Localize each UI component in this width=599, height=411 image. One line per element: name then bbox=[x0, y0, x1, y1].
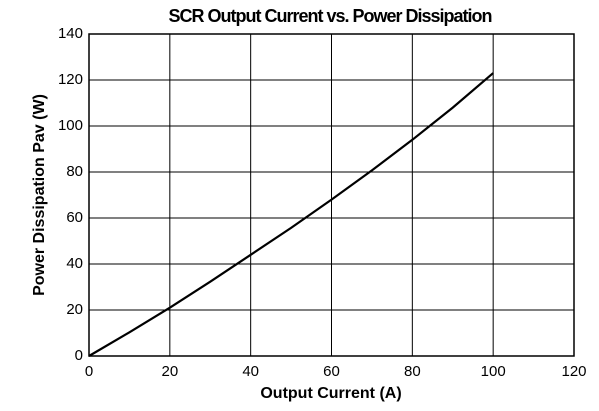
x-tick-label: 60 bbox=[323, 363, 340, 380]
x-tick-label: 100 bbox=[481, 363, 506, 380]
y-tick-label: 120 bbox=[58, 71, 83, 88]
x-tick-label: 40 bbox=[242, 363, 259, 380]
y-tick-label: 40 bbox=[66, 255, 83, 272]
y-tick-label: 60 bbox=[66, 209, 83, 226]
y-tick-label: 140 bbox=[58, 25, 83, 42]
y-tick-label: 100 bbox=[58, 117, 83, 134]
x-tick-label: 80 bbox=[404, 363, 421, 380]
y-tick-label: 80 bbox=[66, 163, 83, 180]
plot-frame bbox=[88, 33, 575, 357]
x-axis-label: Output Current (A) bbox=[260, 385, 401, 402]
x-tick-label: 0 bbox=[85, 363, 93, 380]
x-tick-label: 120 bbox=[561, 363, 586, 380]
x-tick-label: 20 bbox=[161, 363, 178, 380]
chart-title: SCR Output Current vs. Power Dissipation bbox=[168, 6, 491, 26]
y-axis-label: Power Dissipation Pav (W) bbox=[31, 94, 48, 296]
y-tick-label: 20 bbox=[66, 301, 83, 318]
data-line bbox=[88, 72, 494, 357]
y-tick-label: 0 bbox=[75, 347, 83, 364]
